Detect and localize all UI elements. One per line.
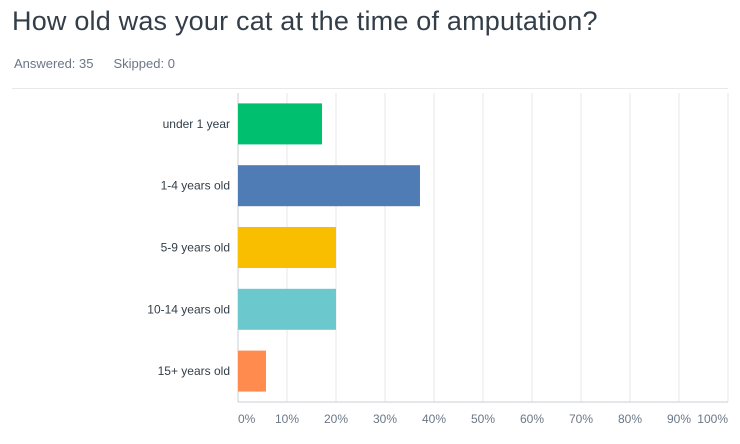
x-tick-label: 10% xyxy=(275,412,299,426)
chart-bars xyxy=(238,103,420,392)
x-tick-label: 50% xyxy=(471,412,495,426)
header-divider xyxy=(12,88,728,89)
x-axis-ticks: 0% 10% 20% 30% 40% 50% 60% 70% 80% 90% 100% xyxy=(238,412,728,426)
category-label: 10-14 years old xyxy=(147,302,230,316)
x-tick-label: 100% xyxy=(697,412,728,426)
x-tick-label: 0% xyxy=(238,412,256,426)
x-tick-label: 40% xyxy=(422,412,446,426)
x-tick-label: 20% xyxy=(324,412,348,426)
bar[interactable] xyxy=(238,165,420,207)
bar[interactable] xyxy=(238,350,266,392)
x-tick-label: 70% xyxy=(569,412,593,426)
category-label: 5-9 years old xyxy=(161,241,230,255)
answered-count: Answered: 35 xyxy=(14,56,94,71)
category-label: under 1 year xyxy=(163,117,230,131)
bar[interactable] xyxy=(238,227,336,268)
x-tick-label: 60% xyxy=(520,412,544,426)
x-tick-label: 90% xyxy=(667,412,691,426)
category-labels: under 1 year 1-4 years old 5-9 years old 10… xyxy=(147,117,230,378)
bar[interactable] xyxy=(238,288,336,330)
bar[interactable] xyxy=(238,103,322,145)
category-label: 1-4 years old xyxy=(161,179,230,193)
chart-gridlines xyxy=(237,93,729,403)
response-stats: Answered: 35 Skipped: 0 xyxy=(14,56,175,71)
category-label: 15+ years old xyxy=(158,364,230,378)
skipped-count: Skipped: 0 xyxy=(113,56,175,71)
x-tick-label: 30% xyxy=(373,412,397,426)
page-title: How old was your cat at the time of ampu… xyxy=(12,6,598,36)
x-tick-label: 80% xyxy=(618,412,642,426)
